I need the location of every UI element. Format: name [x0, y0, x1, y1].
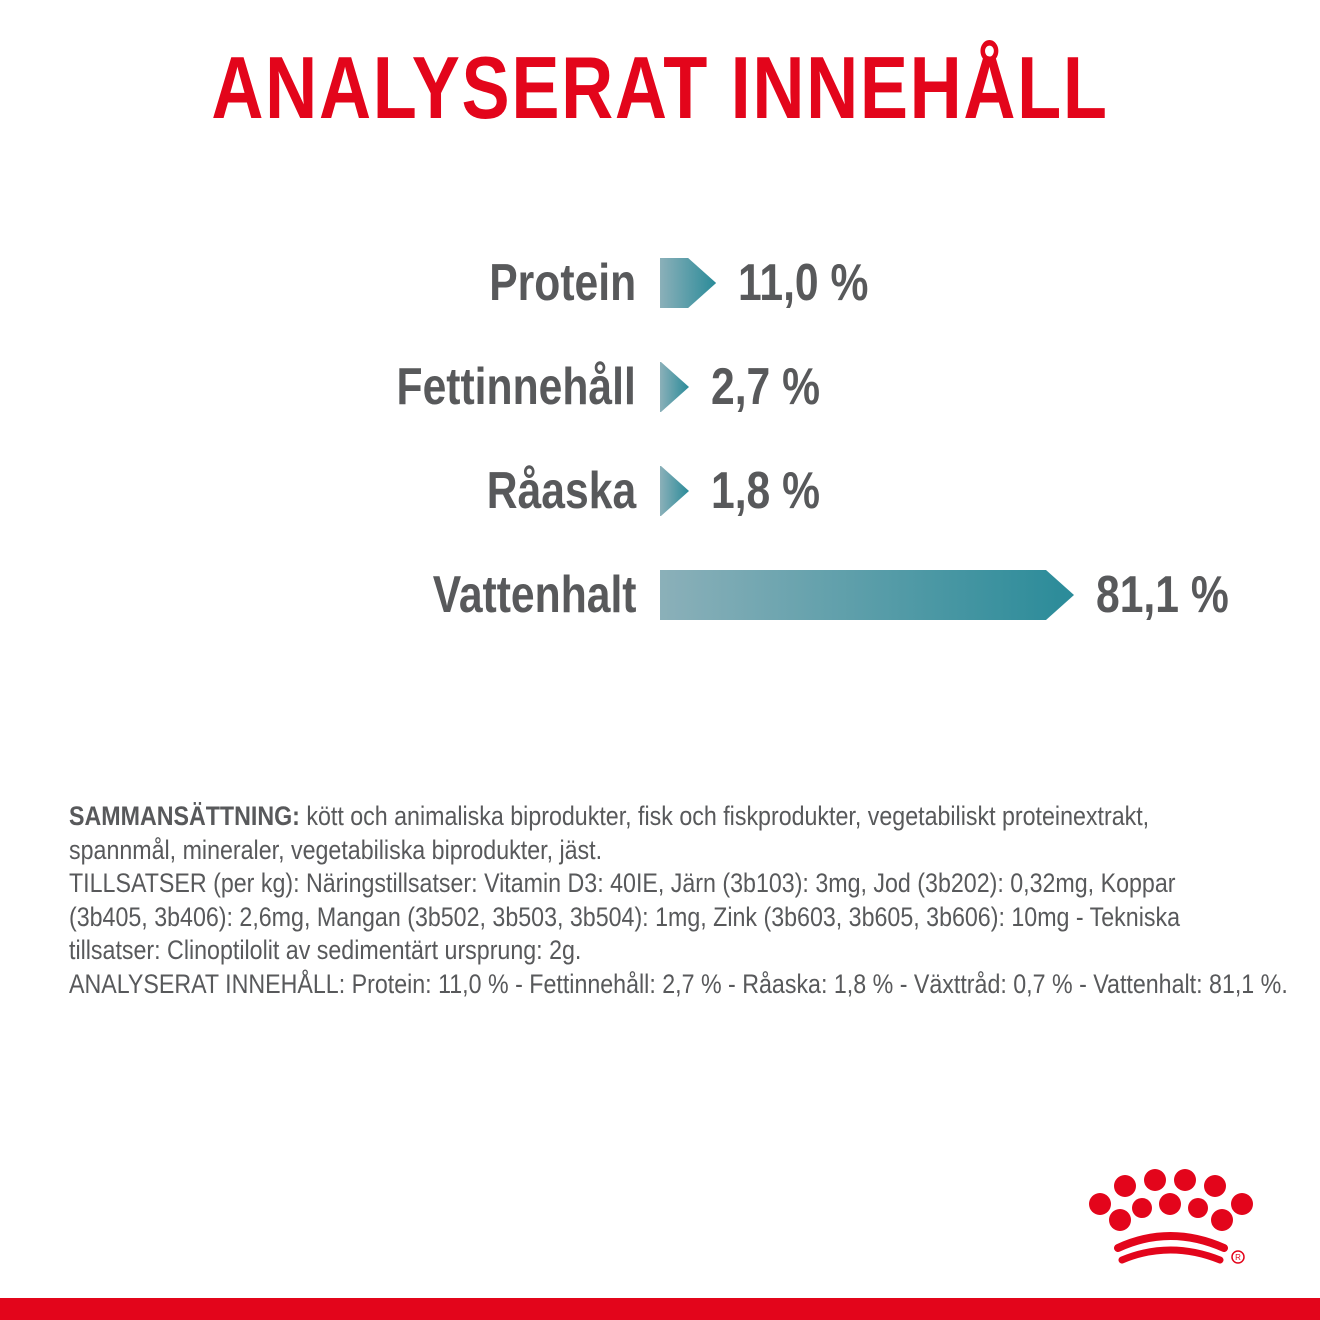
bar-shape-1	[660, 362, 689, 412]
svg-text:R: R	[1235, 1253, 1241, 1262]
bar-label-0: Protein	[489, 254, 636, 312]
composition-line-1: SAMMANSÄTTNING: kött och animaliska bipr…	[69, 800, 1149, 834]
additives-line-2: (3b405, 3b406): 2,6mg, Mangan (3b502, 3b…	[69, 901, 1181, 932]
composition-text: SAMMANSÄTTNING: kött och animaliska bipr…	[69, 800, 1288, 1001]
bottom-accent-strip	[0, 1298, 1320, 1320]
composition-heading: SAMMANSÄTTNING:	[69, 801, 300, 831]
nutrient-bar-chart: Protein 11,0 % Fettinnehåll 2,7 % Råaska 1,8 …	[396, 254, 1229, 624]
bar-1	[660, 362, 689, 412]
bar-value-0: 11,0 %	[738, 254, 869, 312]
bar-value-2: 1,8 %	[711, 462, 821, 520]
bar-2	[660, 466, 689, 516]
additives-line-3: tillsatser: Clinoptilolit av sedimentärt…	[69, 935, 582, 965]
bar-shape-2	[660, 466, 689, 516]
royal-crown-logo-icon: R	[1089, 1169, 1253, 1264]
bar-value-1: 2,7 %	[711, 358, 821, 416]
page-title: ANALYSERAT INNEHÅLL	[211, 38, 1109, 137]
bar-shape-3	[660, 570, 1074, 620]
composition-line-1-text: kött och animaliska biprodukter, fisk oc…	[299, 801, 1150, 831]
bar-label-1: Fettinnehåll	[396, 358, 636, 416]
composition-line-2: spannmål, mineraler, vegetabiliska bipro…	[69, 834, 603, 865]
bar-label-2: Råaska	[486, 462, 636, 520]
additives-line-1: TILLSATSER (per kg): Näringstillsatser: …	[69, 868, 1176, 898]
bar-value-3: 81,1 %	[1096, 566, 1229, 624]
bar-label-3: Vattenhalt	[432, 566, 636, 624]
bar-3	[660, 570, 1074, 620]
analysis-line: ANALYSERAT INNEHÅLL: Protein: 11,0 % - F…	[69, 968, 1288, 999]
bar-0	[660, 258, 717, 308]
bar-shape-0	[660, 258, 717, 308]
